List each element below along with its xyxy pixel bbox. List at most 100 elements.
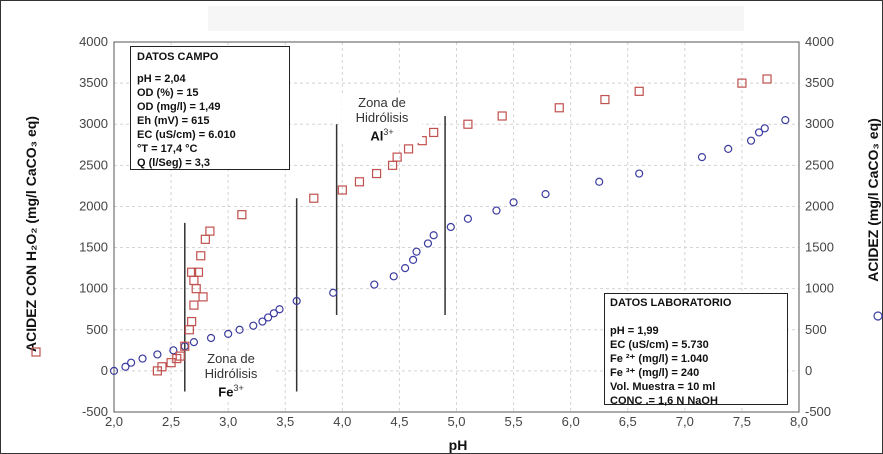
zona-fe-charge: 3+ — [233, 383, 244, 393]
x-axis-label: pH — [449, 437, 468, 453]
x-tick-label: 5,5 — [505, 414, 523, 429]
circle-data-point — [746, 136, 756, 145]
y-right-tick-label: 3000 — [805, 116, 834, 131]
datos-laboratorio-line: pH = 1,99 — [610, 325, 659, 337]
zona-fe-line2: Hidrólisis — [204, 366, 258, 381]
y-right-tick-label: 3500 — [805, 75, 834, 90]
zona-hidrolisis-al: Zona de Hidrólisis Al3+ — [342, 95, 422, 144]
x-tick-label: 5,0 — [447, 414, 465, 429]
square-data-point — [175, 351, 185, 361]
datos-campo-line: Q (l/Seg) = 3,3 — [137, 157, 211, 169]
square-data-point — [187, 267, 197, 277]
circle-data-point — [264, 313, 273, 322]
circle-data-point — [389, 272, 398, 281]
y-axis-left-label: ACIDEZ CON H₂O₂ (mg/l CaCO₃ eq) — [23, 116, 39, 352]
circle-data-point — [206, 333, 216, 343]
circle-data-point — [446, 222, 455, 232]
square-data-point — [237, 210, 247, 220]
circle-data-point — [153, 350, 162, 359]
circle-data-point — [409, 255, 418, 264]
legend-square-marker — [31, 347, 41, 357]
square-data-point — [600, 94, 610, 105]
datos-campo-box: DATOS CAMPO pH = 2,04 OD (%) = 15 OD (mg… — [130, 46, 290, 170]
square-data-point — [371, 168, 382, 179]
zona-al-line2: Hidrólisis — [355, 110, 409, 125]
square-data-point — [337, 185, 347, 195]
square-data-point — [429, 127, 439, 138]
circle-data-point — [412, 247, 421, 256]
datos-campo-line: Eh (mV) = 615 — [137, 115, 210, 127]
x-axis-ticks: 2,0 2,5 3,0 3,5 4,0 4,5 5,0 5,5 6,0 6,5 7,0 7,5 8,0 — [105, 414, 808, 429]
data-points — [109, 74, 790, 376]
x-tick-label: 3,0 — [219, 414, 237, 429]
datos-campo-line: °T = 17,4 °C — [137, 143, 198, 155]
y-left-tick-label: 2000 — [79, 198, 108, 213]
circle-data-point — [258, 317, 267, 326]
square-data-point — [403, 144, 414, 154]
square-data-point — [157, 362, 167, 372]
y-left-tick-label: 500 — [86, 322, 108, 337]
square-data-point — [196, 251, 206, 261]
circle-data-point — [169, 346, 178, 355]
circle-data-point — [697, 153, 707, 162]
zona-fe-line1: Zona de — [207, 351, 255, 366]
y-right-tick-label: 2500 — [805, 157, 834, 172]
y-right-tick-label: 4000 — [805, 34, 834, 49]
y-left-tick-label: 1000 — [79, 281, 108, 296]
x-tick-label: 7,0 — [676, 414, 694, 429]
circle-data-point — [329, 288, 338, 297]
circle-data-point — [541, 190, 550, 199]
circle-data-point — [781, 116, 790, 125]
x-tick-label: 4,0 — [333, 414, 351, 429]
datos-campo-line: OD (mg/l) = 1,49 — [137, 101, 221, 113]
circle-data-point — [635, 169, 644, 178]
y-left-tick-label: 1500 — [79, 240, 108, 255]
x-tick-label: 2,0 — [105, 414, 123, 429]
y-right-tick-label: 1500 — [805, 240, 834, 255]
y-axis-right-ticks: -500 0 500 1000 1500 2000 2500 3000 3500 4000 — [805, 34, 834, 419]
square-data-point — [554, 103, 564, 113]
circle-data-point — [138, 354, 147, 363]
datos-laboratorio-box: DATOS LABORATORIO pH = 1,99 EC (uS/cm) =… — [604, 293, 788, 407]
y-left-tick-label: 3500 — [79, 75, 108, 90]
y-right-tick-label: -500 — [805, 404, 831, 419]
zona-hidrolisis-fe: Zona de Hidrólisis Fe3+ — [186, 351, 276, 400]
square-data-point — [634, 86, 644, 96]
circle-data-point — [292, 296, 301, 306]
circle-data-point — [269, 309, 278, 318]
circle-data-point — [463, 214, 473, 223]
legend-circle-marker — [873, 311, 883, 321]
zona-al-ion: Al — [370, 128, 384, 144]
y-right-tick-label: 0 — [805, 363, 812, 378]
square-data-point — [205, 226, 215, 236]
square-data-point — [198, 292, 208, 302]
square-data-point — [392, 152, 402, 162]
circle-data-point — [370, 280, 379, 289]
datos-laboratorio-line: Fe ³⁺ (mg/l) = 240 — [610, 367, 700, 379]
legend-right-circle-marker — [873, 311, 883, 321]
x-tick-label: 6,0 — [562, 414, 580, 429]
circle-data-point — [401, 264, 410, 273]
datos-campo-line: OD (%) = 15 — [137, 87, 199, 99]
zona-al-line1: Zona de — [358, 95, 406, 110]
square-data-point — [309, 193, 319, 203]
circle-data-point — [492, 206, 501, 215]
square-data-point — [189, 300, 199, 310]
zona-fe-ion: Fe — [218, 384, 234, 400]
datos-laboratorio-line: EC (uS/cm) = 5.730 — [610, 339, 709, 351]
circle-data-point — [595, 177, 604, 186]
datos-laboratorio-line: Fe ²⁺ (mg/l) = 1.040 — [610, 353, 709, 365]
circle-data-point — [509, 198, 518, 207]
circle-data-point — [724, 144, 733, 153]
x-tick-label: 4,5 — [390, 414, 408, 429]
x-tick-label: 7,5 — [733, 414, 751, 429]
y-left-tick-label: 0 — [101, 363, 108, 378]
datos-campo-line: pH = 2,04 — [137, 73, 186, 85]
datos-laboratorio-line: CONC .= 1,6 N NaOH — [610, 395, 718, 407]
circle-data-point — [429, 231, 438, 240]
y-axis-left-ticks: -500 0 500 1000 1500 2000 2500 3000 3500 4000 — [79, 34, 108, 419]
circle-data-point — [235, 325, 244, 334]
legend-left-square-marker — [31, 347, 41, 357]
square-data-point — [497, 111, 507, 121]
y-right-tick-label: 500 — [805, 322, 827, 337]
